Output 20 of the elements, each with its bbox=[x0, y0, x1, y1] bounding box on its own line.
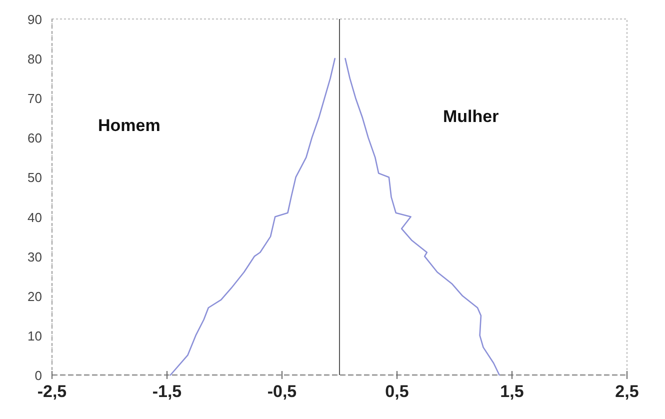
x-tick-label: -1,5 bbox=[152, 382, 182, 401]
x-tick-label: -0,5 bbox=[267, 382, 297, 401]
annotation: Mulher bbox=[443, 107, 500, 126]
y-tick-label: 80 bbox=[28, 52, 42, 67]
x-tick-label: 0,5 bbox=[385, 382, 409, 401]
x-tick-label: 1,5 bbox=[500, 382, 524, 401]
x-tick-label: -2,5 bbox=[37, 382, 67, 401]
y-tick-label: 20 bbox=[28, 288, 42, 304]
y-tick-label: 10 bbox=[28, 328, 42, 344]
x-tick-label: 2,5 bbox=[615, 382, 639, 401]
y-tick-label: 60 bbox=[28, 130, 42, 146]
y-tick-label: 0 bbox=[34, 368, 42, 383]
y-tick-label: 30 bbox=[28, 249, 42, 264]
line-series bbox=[344, 58, 500, 376]
annotation: Homem bbox=[98, 116, 160, 136]
y-tick-label: 70 bbox=[28, 91, 42, 106]
line-series bbox=[170, 58, 336, 376]
y-tick-label: 90 bbox=[28, 12, 42, 27]
y-tick-label: 40 bbox=[28, 210, 42, 225]
y-tick-label: 50 bbox=[28, 170, 42, 186]
